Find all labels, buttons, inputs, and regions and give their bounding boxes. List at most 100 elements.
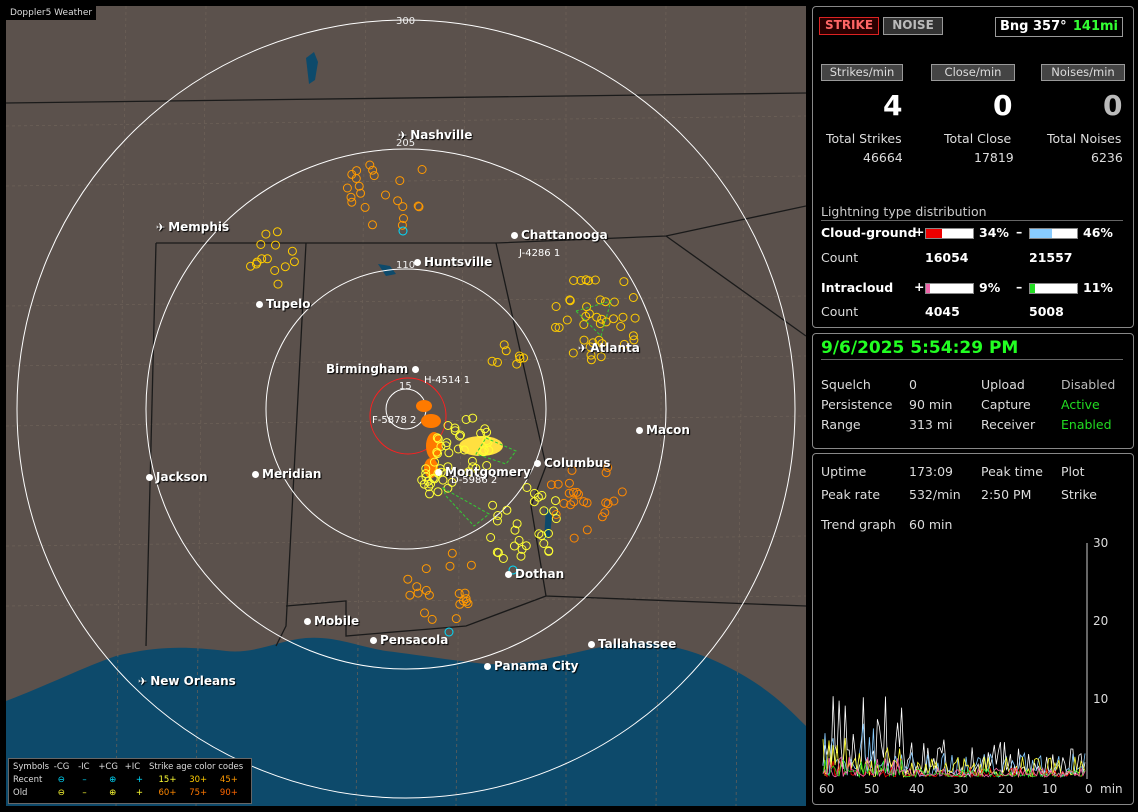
city-huntsville[interactable]: Huntsville [414, 255, 492, 269]
strike-symbol [421, 469, 431, 479]
city-dot-icon [414, 259, 421, 266]
strike-symbol [628, 331, 638, 341]
city-macon[interactable]: Macon [636, 423, 690, 437]
ic-count-label: Count [821, 304, 859, 319]
strike-symbol [427, 614, 437, 624]
strike-symbol [393, 196, 403, 206]
x-tick: 0 [1085, 782, 1093, 796]
strike-symbol [498, 554, 508, 563]
persistence-value: 90 min [909, 397, 953, 412]
ring-label: 300 [396, 16, 416, 27]
city-mobile[interactable]: Mobile [304, 614, 359, 628]
lightning-map[interactable]: Doppler5 Weather 300 205 110 15 ✈ Nashvil… [6, 6, 806, 806]
strike-symbol [609, 314, 618, 324]
persistence-label: Persistence [821, 397, 893, 412]
receiver-label: Receiver [981, 417, 1036, 432]
strike-symbol [569, 533, 579, 543]
close-per-min-button[interactable]: Close/min [931, 64, 1015, 81]
city-panama-city[interactable]: Panama City [484, 659, 578, 673]
legend-pos-ic: +IC [124, 762, 141, 772]
trend-line [822, 756, 1086, 778]
city-dot-icon [412, 366, 420, 373]
storm-label[interactable]: J-4286 1 [519, 248, 561, 259]
strike-symbol [619, 339, 629, 349]
storm-label[interactable]: H-4514 1 [424, 375, 471, 386]
strike-symbol [453, 444, 463, 454]
strike-symbol [588, 338, 598, 348]
city-columbus[interactable]: Columbus [534, 456, 611, 470]
strike-symbol [479, 445, 489, 455]
strike-symbol [445, 561, 455, 571]
strike-symbol [603, 463, 613, 472]
strike-symbol [568, 348, 578, 358]
ic-negative-count: 5008 [1029, 304, 1064, 319]
strike-symbol [354, 181, 364, 191]
strike-symbols [246, 160, 640, 637]
city-atlanta[interactable]: ✈ Atlanta [578, 341, 640, 355]
city-montgomery[interactable]: Montgomery [435, 465, 531, 479]
strike-symbol [601, 468, 611, 478]
strike-symbol [512, 519, 522, 529]
map-canvas[interactable] [6, 6, 806, 806]
strike-symbol [594, 335, 604, 345]
strike-symbol [414, 202, 424, 212]
strike-symbol [565, 296, 575, 306]
city-dot-icon [588, 641, 595, 648]
storm-label[interactable]: D-5986 2 [451, 475, 498, 486]
strike-symbol [351, 174, 361, 183]
storm-cell-ring [369, 377, 447, 455]
lake [306, 52, 318, 84]
range-rings [16, 19, 796, 799]
city-memphis[interactable]: ✈ Memphis [156, 220, 230, 234]
strike-button[interactable]: STRIKE [819, 17, 879, 35]
age-60: 60+ [158, 788, 177, 798]
strike-symbol [597, 512, 607, 522]
strike-symbol [565, 295, 575, 305]
strike-stats-panel: STRIKE NOISE Bng 357° 141mi Strikes/min … [812, 6, 1134, 328]
strike-symbol [487, 356, 497, 366]
upload-label: Upload [981, 377, 1025, 392]
strike-symbol [458, 596, 468, 606]
city-nashville[interactable]: ✈ Nashville [398, 128, 473, 142]
city-chattanooga[interactable]: Chattanooga [511, 228, 608, 242]
strikes-per-min-button[interactable]: Strikes/min [821, 64, 903, 81]
city-pensacola[interactable]: Pensacola [370, 633, 448, 647]
age-15: 15+ [158, 775, 177, 785]
strike-symbol [443, 421, 453, 430]
strike-symbol [399, 214, 408, 223]
city-dot-icon [484, 663, 491, 670]
noise-button[interactable]: NOISE [883, 17, 943, 35]
city-meridian[interactable]: Meridian [252, 467, 321, 481]
noises-per-min-button[interactable]: Noises/min [1041, 64, 1125, 81]
uptime-value: 173:09 [909, 464, 953, 479]
city-dot-icon [370, 637, 377, 644]
strike-symbol [601, 317, 611, 327]
strike-symbol [553, 479, 563, 489]
strike-symbol [551, 302, 561, 311]
strike-symbol [519, 353, 529, 363]
noises-per-min-value: 0 [1103, 89, 1123, 122]
city-birmingham[interactable]: Birmingham [326, 362, 420, 376]
city-new-orleans[interactable]: ✈ New Orleans [138, 674, 236, 688]
bearing-range: 141mi [1072, 19, 1118, 34]
city-dothan[interactable]: Dothan [505, 567, 564, 581]
total-strikes-label: Total Strikes [826, 131, 902, 146]
trend-panel: Uptime 173:09 Peak time Plot Peak rate 5… [812, 453, 1134, 805]
city-tallahassee[interactable]: Tallahassee [588, 637, 676, 651]
strike-symbol [609, 297, 619, 307]
strike-symbol [420, 608, 429, 618]
x-tick: 50 [864, 782, 880, 796]
x-tick: 20 [998, 782, 1014, 796]
plot-value[interactable]: Strike [1061, 487, 1097, 502]
storm-label[interactable]: F-5878 2 [372, 415, 417, 426]
city-dot-icon [256, 301, 263, 308]
strike-symbol [551, 322, 560, 332]
strike-symbol [629, 335, 639, 345]
squelch-value: 0 [909, 377, 917, 392]
cg-positive-pct: 34% [979, 225, 1009, 240]
airport-icon: ✈ [398, 129, 408, 142]
city-jackson[interactable]: Jackson [146, 470, 208, 484]
strike-symbol [539, 506, 549, 516]
strike-symbol [514, 535, 524, 545]
city-tupelo[interactable]: Tupelo [256, 297, 311, 311]
